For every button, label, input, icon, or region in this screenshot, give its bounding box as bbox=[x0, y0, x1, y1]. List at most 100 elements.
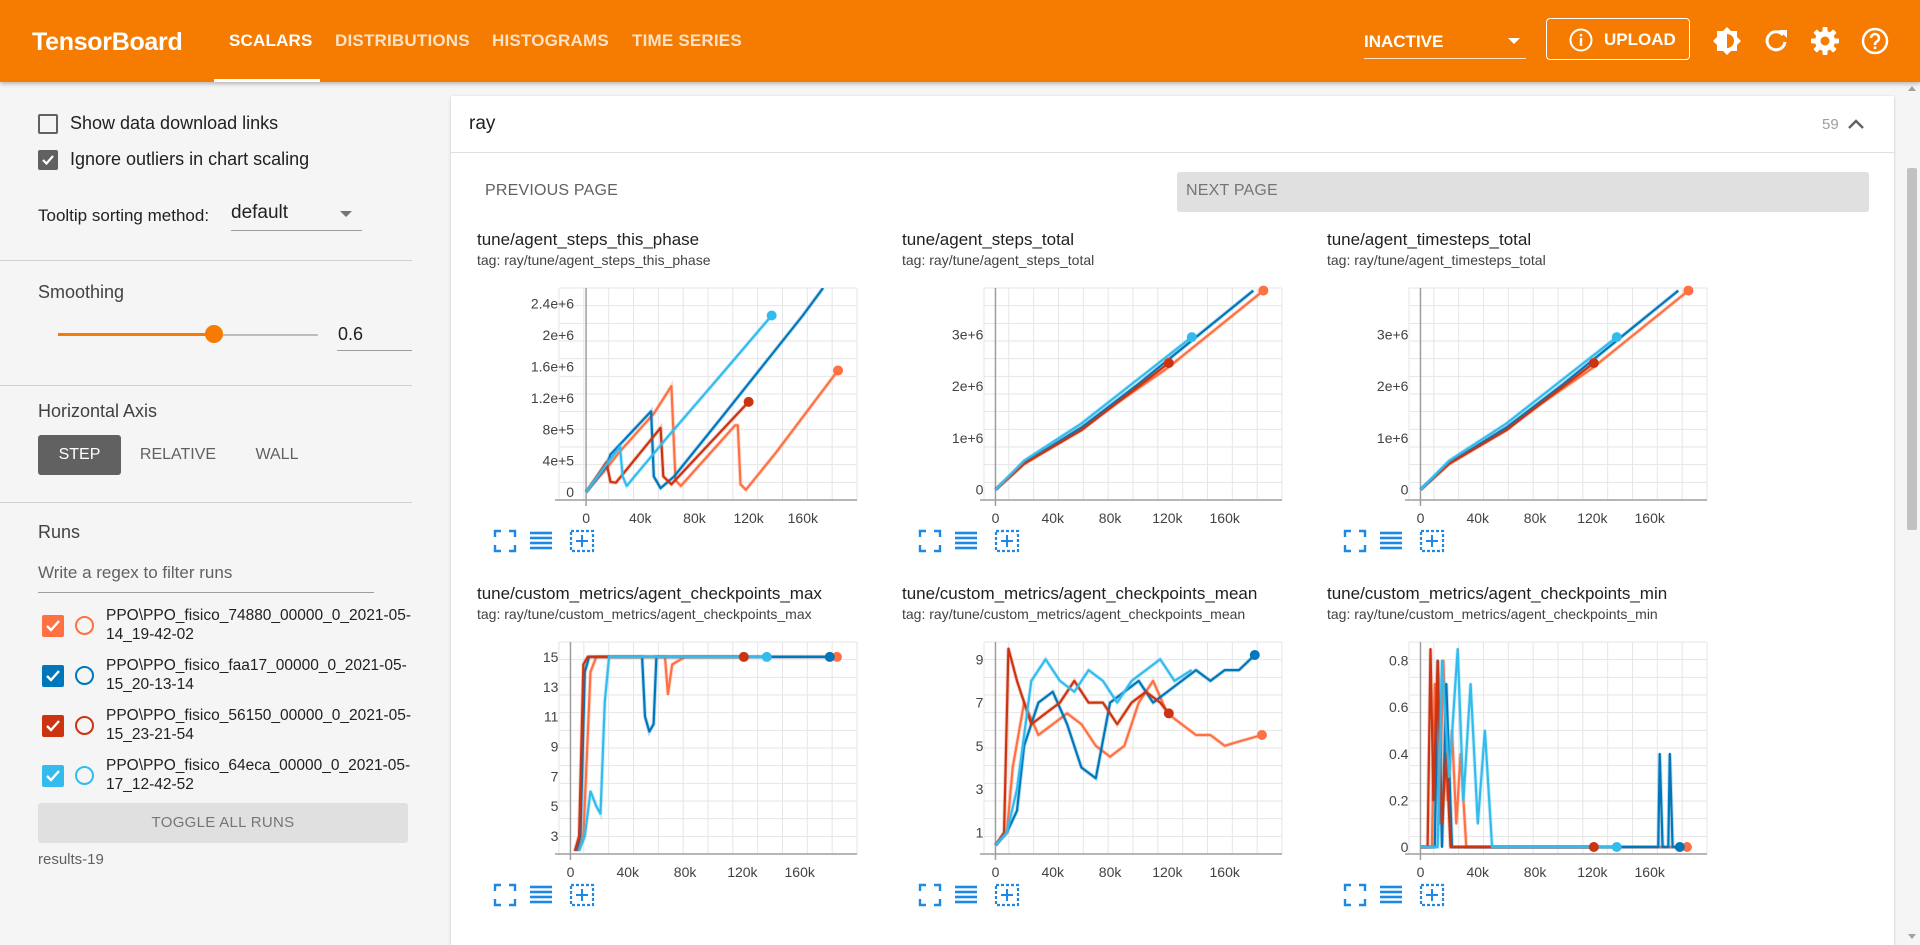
runs-title: Runs bbox=[38, 522, 81, 542]
series-group bbox=[993, 647, 1263, 847]
axis-relative-button[interactable]: RELATIVE bbox=[139, 446, 217, 463]
tab-time-series[interactable]: TIME SERIES bbox=[632, 31, 742, 50]
x-tick-label: 160k bbox=[1210, 510, 1241, 526]
x-tick-label: 120k bbox=[1152, 864, 1183, 880]
series-line[interactable] bbox=[994, 658, 1193, 847]
fit-domain-icon[interactable] bbox=[1419, 882, 1445, 908]
series-line[interactable] bbox=[575, 655, 830, 852]
fullscreen-icon[interactable] bbox=[917, 882, 943, 908]
series-line[interactable] bbox=[576, 655, 837, 852]
fullscreen-icon[interactable] bbox=[917, 528, 943, 554]
toggle-log-scale-icon[interactable] bbox=[953, 528, 979, 554]
y-tick-label: 5 bbox=[976, 738, 984, 754]
series-line[interactable] bbox=[1420, 647, 1594, 849]
inactive-plugins-select[interactable]: INACTIVE bbox=[1364, 28, 1526, 59]
brightness-icon[interactable] bbox=[1712, 26, 1742, 56]
run-checkbox[interactable] bbox=[42, 615, 64, 637]
fullscreen-icon[interactable] bbox=[492, 882, 518, 908]
axis-wall-button[interactable]: WALL bbox=[255, 446, 299, 463]
tag-group-header[interactable] bbox=[451, 96, 1894, 153]
chart-tag: tag: ray/tune/agent_steps_total bbox=[902, 252, 1095, 268]
toggle-log-scale-icon[interactable] bbox=[1378, 882, 1404, 908]
run-color-swatch[interactable] bbox=[75, 666, 94, 685]
tab-scalars[interactable]: SCALARS bbox=[229, 31, 313, 50]
fullscreen-icon[interactable] bbox=[1342, 528, 1368, 554]
run-color-swatch[interactable] bbox=[75, 716, 94, 735]
toggle-all-runs-button[interactable]: TOGGLE ALL RUNS bbox=[38, 803, 408, 843]
chart-plot[interactable]: 0 40k 80k 120k 160k 3 5 7 9 11 13 15 bbox=[477, 634, 897, 904]
smoothing-value-input[interactable]: 0.6 bbox=[337, 316, 412, 351]
series-line[interactable] bbox=[585, 314, 773, 493]
smoothing-slider-thumb[interactable] bbox=[205, 325, 223, 343]
settings-gear-icon[interactable] bbox=[1810, 26, 1840, 56]
series-line[interactable] bbox=[578, 655, 767, 852]
tooltip-sorting-select[interactable]: default bbox=[231, 200, 362, 231]
tab-distributions[interactable]: DISTRIBUTIONS bbox=[335, 31, 470, 50]
series-line[interactable] bbox=[994, 336, 1193, 491]
tab-histograms[interactable]: HISTOGRAMS bbox=[492, 31, 609, 50]
y-tick-label: 0.4 bbox=[1389, 746, 1409, 762]
series-line[interactable] bbox=[585, 369, 839, 493]
smoothing-slider-fill bbox=[58, 333, 214, 336]
fit-domain-icon[interactable] bbox=[994, 882, 1020, 908]
y-tick-label: 1 bbox=[976, 824, 984, 840]
chevron-up-icon[interactable] bbox=[1846, 116, 1866, 132]
y-tick-label: 2e+6 bbox=[543, 327, 575, 343]
fit-domain-icon[interactable] bbox=[994, 528, 1020, 554]
run-item[interactable]: PPO\PPO_fisico_64eca_00000_0_2021-05-17_… bbox=[38, 756, 412, 806]
toggle-log-scale-icon[interactable] bbox=[953, 882, 979, 908]
chart-plot[interactable]: 0 40k 80k 120k 160k 0 1e+6 2e+6 3e+6 bbox=[1327, 280, 1747, 550]
run-item[interactable]: PPO\PPO_fisico_faa17_00000_0_2021-05-15_… bbox=[38, 656, 412, 706]
tooltip-sorting-value: default bbox=[231, 202, 289, 223]
series-line[interactable] bbox=[585, 288, 824, 493]
fullscreen-icon[interactable] bbox=[1342, 882, 1368, 908]
run-item[interactable]: PPO\PPO_fisico_74880_00000_0_2021-05-14_… bbox=[38, 606, 412, 656]
run-checkbox[interactable] bbox=[42, 665, 64, 687]
x-tick-label: 0 bbox=[992, 864, 1000, 880]
ignore-outliers-checkbox[interactable] bbox=[38, 150, 58, 170]
series-line[interactable] bbox=[994, 647, 1170, 846]
series-line[interactable] bbox=[573, 655, 744, 852]
run-checkbox[interactable] bbox=[42, 715, 64, 737]
fit-domain-icon[interactable] bbox=[1419, 528, 1445, 554]
fit-domain-icon[interactable] bbox=[569, 882, 595, 908]
toggle-log-scale-icon[interactable] bbox=[528, 528, 554, 554]
toggle-log-scale-icon[interactable] bbox=[1378, 528, 1404, 554]
run-item[interactable]: PPO\PPO_fisico_56150_00000_0_2021-05-15_… bbox=[38, 706, 412, 756]
previous-page-button[interactable]: PREVIOUS PAGE bbox=[485, 182, 619, 199]
x-tick-label: 80k bbox=[1099, 510, 1123, 526]
x-tick-label: 80k bbox=[1524, 864, 1548, 880]
x-tick-label: 40k bbox=[1466, 510, 1490, 526]
fullscreen-icon[interactable] bbox=[492, 528, 518, 554]
upload-button[interactable]: UPLOAD bbox=[1546, 18, 1690, 60]
refresh-icon[interactable] bbox=[1761, 26, 1791, 56]
next-page-button[interactable]: NEXT PAGE bbox=[1177, 172, 1869, 212]
runs-filter-input[interactable]: Write a regex to filter runs bbox=[38, 560, 374, 593]
y-tick-label: 0.2 bbox=[1389, 792, 1409, 808]
scroll-up-arrow-icon[interactable] bbox=[1908, 86, 1916, 91]
axis-step-button[interactable]: STEP bbox=[38, 435, 121, 475]
chart-plot[interactable]: 0 40k 80k 120k 160k 0 0.2 0.4 0.6 0.8 bbox=[1327, 634, 1747, 904]
toggle-log-scale-icon[interactable] bbox=[528, 882, 554, 908]
series-line[interactable] bbox=[1419, 336, 1618, 491]
x-tick-label: 160k bbox=[788, 510, 819, 526]
series-line[interactable] bbox=[1420, 647, 1617, 849]
chart-plot[interactable]: 0 40k 80k 120k 160k 0 1e+6 2e+6 3e+6 bbox=[902, 280, 1322, 550]
scrollbar-thumb[interactable] bbox=[1907, 168, 1917, 530]
series-end-marker bbox=[831, 651, 842, 662]
fit-domain-icon[interactable] bbox=[569, 528, 595, 554]
chart-plot[interactable]: 0 40k 80k 120k 160k 1 3 5 7 9 bbox=[902, 634, 1322, 904]
show-download-links-checkbox[interactable] bbox=[38, 114, 58, 134]
series-line[interactable] bbox=[994, 654, 1256, 847]
series-end-marker bbox=[1588, 357, 1599, 368]
run-checkbox[interactable] bbox=[42, 765, 64, 787]
scroll-down-arrow-icon[interactable] bbox=[1908, 934, 1916, 939]
series-line[interactable] bbox=[585, 401, 750, 493]
run-color-swatch[interactable] bbox=[75, 766, 94, 785]
help-icon[interactable] bbox=[1860, 26, 1890, 56]
run-color-swatch[interactable] bbox=[75, 616, 94, 635]
chart-plot[interactable]: 0 40k 80k 120k 160k 0 4e+5 8e+5 1.2e+6 1.6e+6 2e+6… bbox=[477, 280, 897, 550]
chart-tag: tag: ray/tune/custom_metrics/agent_check… bbox=[1327, 606, 1658, 622]
y-tick-label: 3e+6 bbox=[1377, 327, 1409, 343]
run-name: PPO\PPO_fisico_faa17_00000_0_2021-05-15_… bbox=[106, 657, 407, 693]
